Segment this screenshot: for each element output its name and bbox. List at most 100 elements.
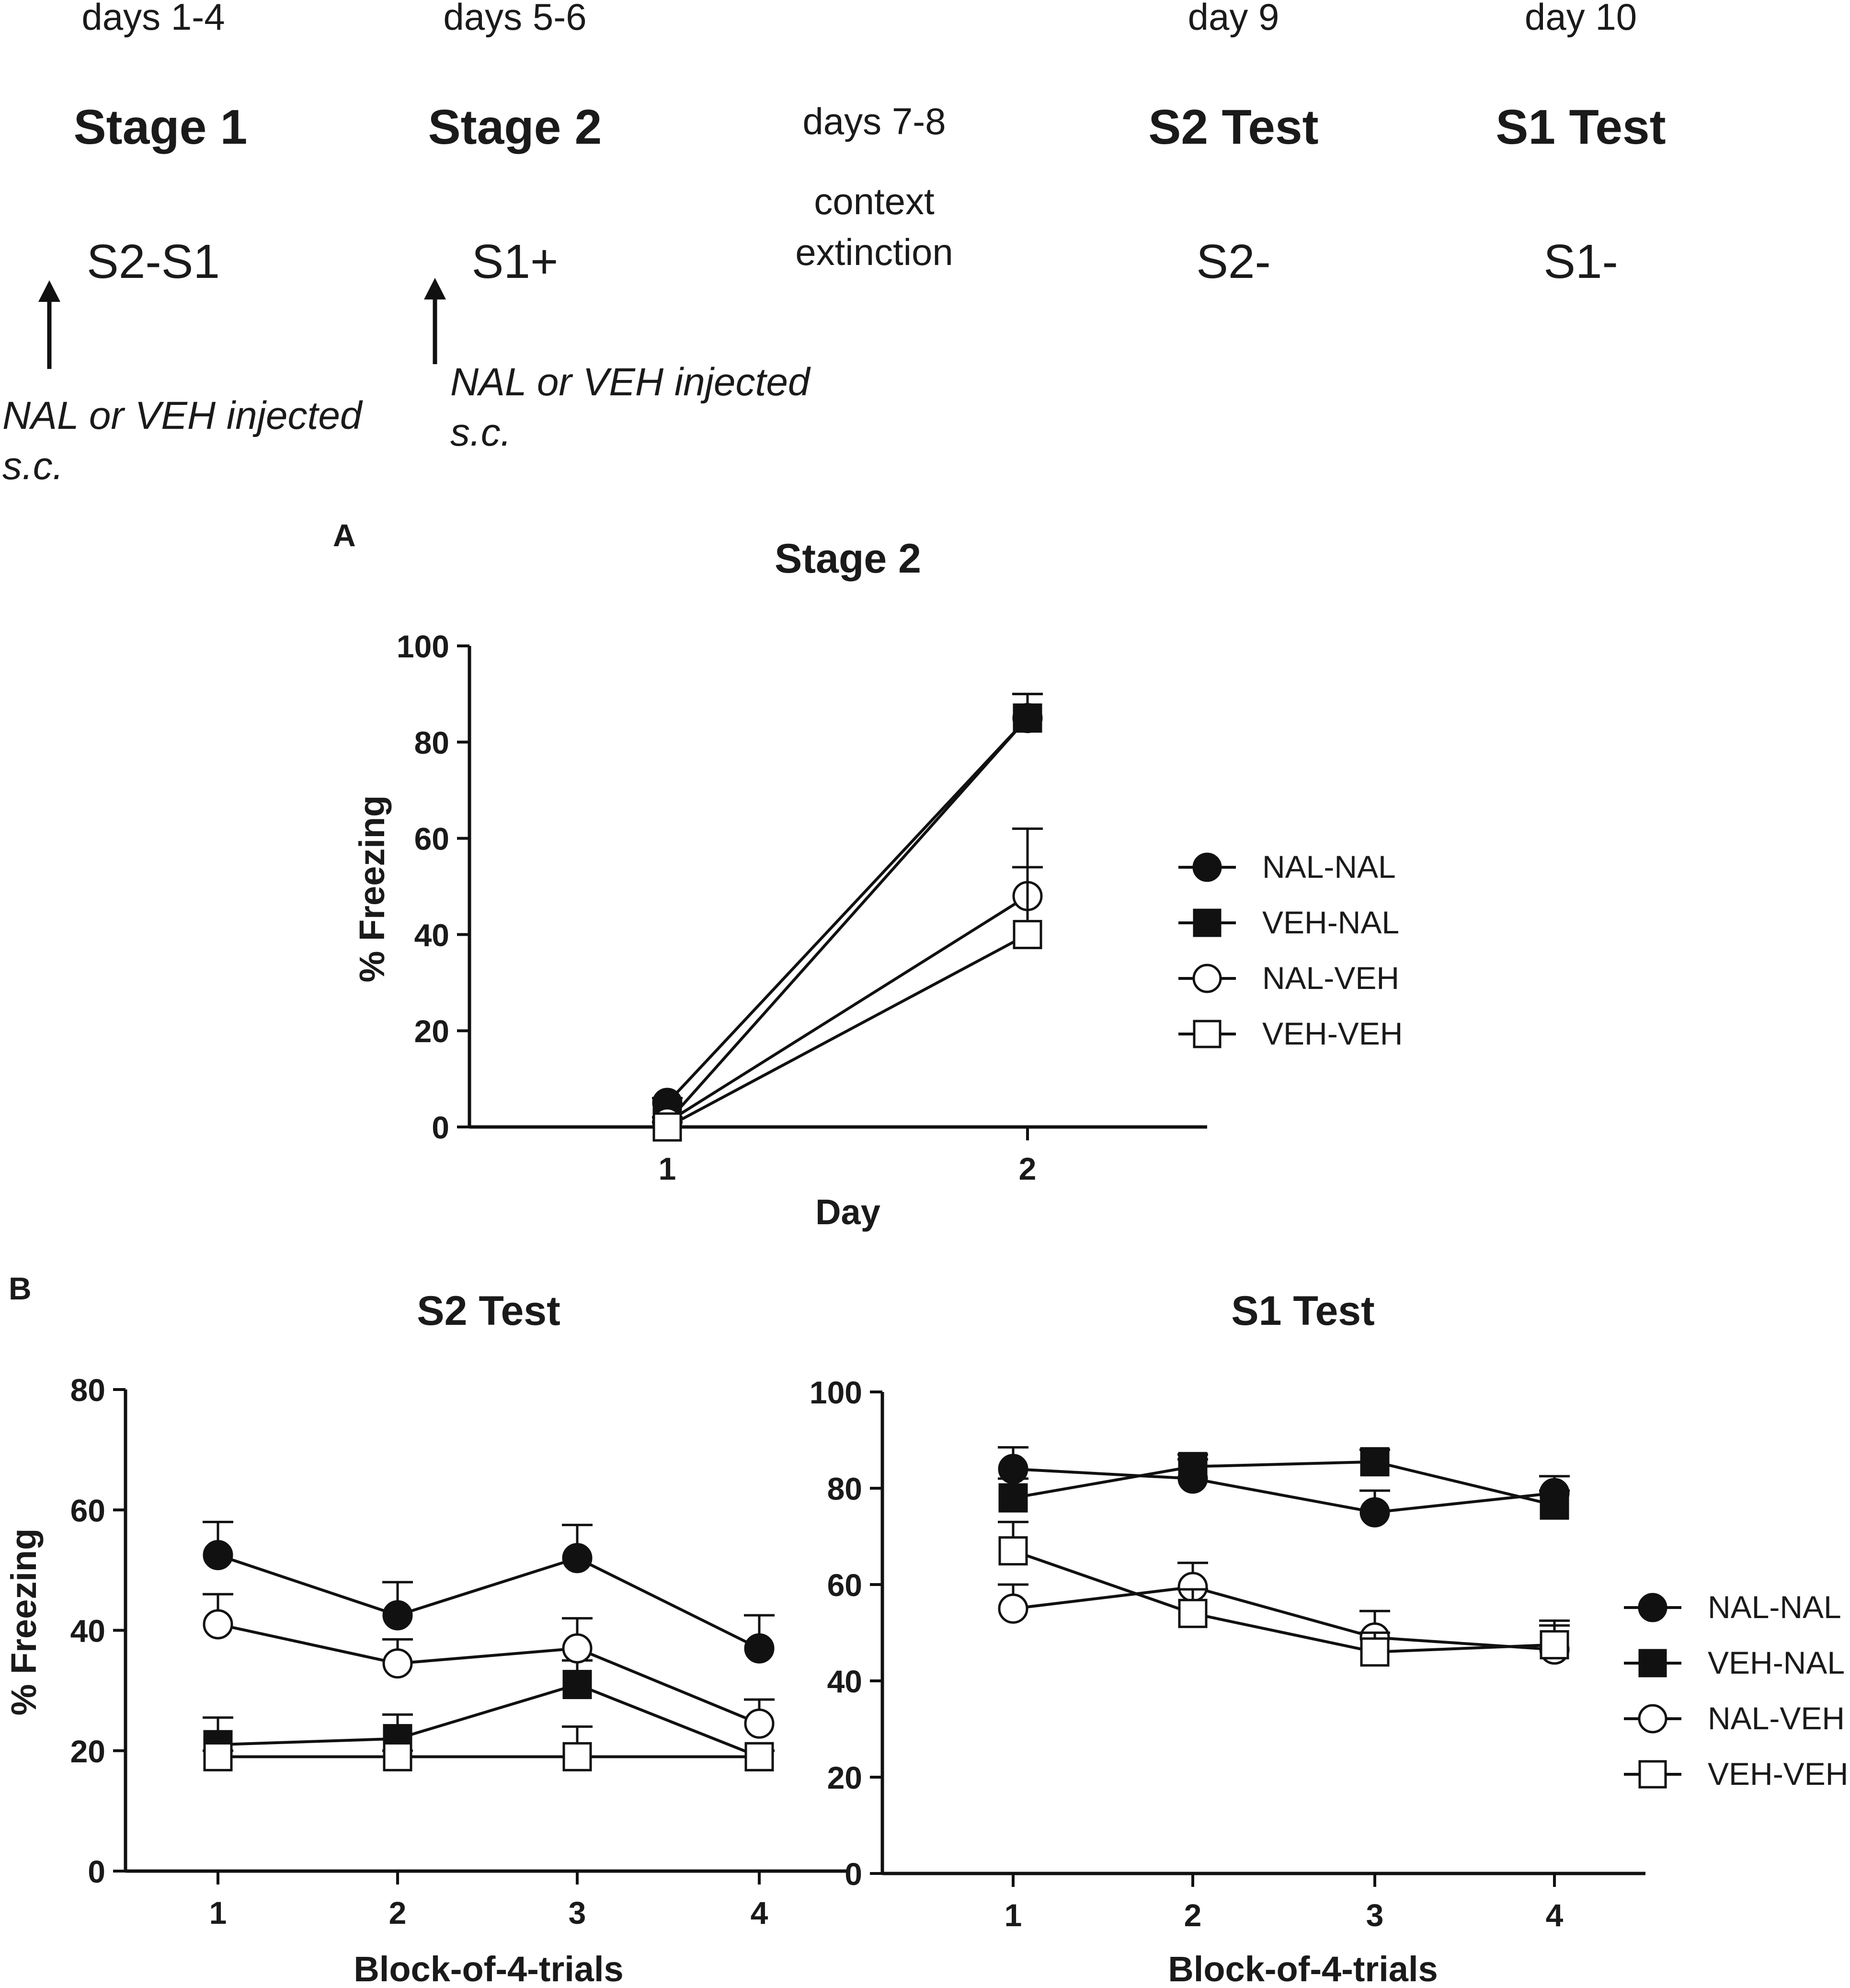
data-point [562, 1543, 593, 1574]
stage2-stimulus: S1+ [472, 235, 559, 288]
data-point [1178, 1598, 1208, 1628]
legend-label: NAL-VEH [1262, 960, 1399, 996]
data-point [744, 1633, 775, 1664]
x-tick-label: 3 [1366, 1897, 1384, 1933]
series-veh-nal [998, 1447, 1570, 1520]
series-line [1013, 1460, 1555, 1507]
data-point [652, 1112, 682, 1142]
y-tick-label: 100 [810, 1375, 862, 1410]
plot-area: 0 20 40 60 80 100 1 2 3 4 [810, 1375, 1645, 1933]
x-tick-label: 2 [1184, 1897, 1202, 1933]
legend-label: NAL-NAL [1708, 1589, 1841, 1625]
plot-area: 0 20 40 60 80 100 1 2 [397, 629, 1207, 1186]
stage2-days: days 5-6 [443, 0, 586, 38]
y-tick-label: 20 [70, 1734, 105, 1769]
data-point [203, 1609, 233, 1640]
open-square-marker-icon [1193, 1020, 1222, 1048]
up-arrow-icon [38, 280, 60, 369]
data-point [998, 1483, 1028, 1513]
injection-note-1-line1: NAL or VEH injected [2, 394, 363, 437]
x-tick-label: 3 [569, 1895, 586, 1931]
x-tick-label: 1 [659, 1151, 676, 1186]
y-tick-label: 60 [414, 821, 449, 857]
legend-item-veh-veh: VEH-VEH [1624, 1756, 1848, 1792]
legend-label: NAL-VEH [1708, 1701, 1845, 1736]
y-axis-label: % Freezing [352, 795, 392, 983]
data-point [562, 1670, 592, 1700]
legend-label: VEH-NAL [1262, 905, 1399, 940]
filled-square-marker-icon [1638, 1649, 1667, 1678]
context-days: days 7-8 [802, 100, 946, 142]
data-point [203, 1742, 233, 1771]
x-axis-label: Block-of-4-trials [1168, 1949, 1438, 1988]
x-tick-label: 2 [1019, 1151, 1037, 1186]
data-point [382, 1648, 413, 1679]
legend: NAL-NAL VEH-NAL NAL-VEH VEH-VEH [1178, 849, 1403, 1051]
data-point [998, 1536, 1028, 1566]
data-point [1178, 1452, 1208, 1482]
stage1-title: Stage 1 [74, 100, 248, 154]
data-point [1360, 1637, 1390, 1667]
open-square-marker-icon [1638, 1760, 1667, 1789]
panel-label-b: B [9, 1271, 32, 1306]
stage2-title: Stage 2 [428, 100, 602, 154]
series-line [1013, 1467, 1555, 1514]
legend-item-veh-veh: VEH-VEH [1178, 1016, 1403, 1051]
x-tick-label: 4 [751, 1895, 768, 1931]
legend-item-nal-veh: NAL-VEH [1178, 960, 1399, 996]
chart-s2-test: S2 Test % Freezing Block-of-4-trials 0 20… [4, 1288, 848, 1988]
s2-test-stimulus: S2- [1196, 235, 1271, 288]
y-tick-label: 40 [414, 917, 449, 953]
s1-test-title: S1 Test [1496, 100, 1666, 154]
chart-s1-test: S1 Test Block-of-4-trials 0 20 40 60 80 100 1 2… [810, 1288, 1849, 1988]
y-tick-label: 0 [845, 1856, 862, 1892]
injection-note-2-line2: s.c. [450, 411, 512, 454]
chart-title: S1 Test [1231, 1288, 1375, 1334]
series-nal-nal [652, 692, 1043, 1118]
data-point [382, 1600, 413, 1631]
data-point [203, 1540, 233, 1570]
data-point [998, 1593, 1028, 1624]
y-tick-label: 60 [70, 1493, 105, 1528]
series-veh-veh [203, 1725, 775, 1771]
data-point [744, 1742, 774, 1771]
stage1-days: days 1-4 [81, 0, 225, 38]
stage1-stimulus: S2-S1 [87, 235, 220, 288]
series-nal-nal [203, 1520, 775, 1664]
legend-item-nal-nal: NAL-NAL [1624, 1589, 1841, 1625]
filled-square-marker-icon [1193, 908, 1222, 937]
filled-circle-marker-icon [1192, 852, 1222, 882]
open-circle-marker-icon [1638, 1704, 1667, 1734]
legend-item-veh-nal: VEH-NAL [1624, 1645, 1845, 1680]
y-tick-label: 80 [827, 1471, 862, 1506]
series-line [666, 933, 1028, 1128]
x-tick-label: 4 [1546, 1897, 1564, 1933]
series-veh-nal [652, 692, 1043, 1137]
series-line [666, 717, 1029, 1123]
chart-title: Stage 2 [775, 536, 921, 582]
data-point [1540, 1490, 1569, 1520]
data-point [562, 1742, 592, 1771]
series-line [217, 1553, 760, 1650]
x-tick-label: 1 [1005, 1897, 1022, 1933]
data-point [1360, 1447, 1390, 1477]
s1-test-days: day 10 [1525, 0, 1637, 38]
y-tick-label: 20 [414, 1013, 449, 1049]
panel-label-a: A [333, 517, 356, 553]
data-point [562, 1633, 593, 1664]
legend: NAL-NAL VEH-NAL NAL-VEH VEH-VEH [1624, 1589, 1848, 1792]
series-nal-veh [203, 1593, 775, 1739]
x-axis-label: Day [815, 1192, 880, 1232]
context-label-line2: extinction [795, 231, 953, 273]
y-tick-label: 40 [70, 1613, 105, 1649]
y-tick-label: 0 [432, 1110, 449, 1145]
s1-test-stimulus: S1- [1543, 235, 1618, 288]
series-nal-veh [652, 827, 1043, 1138]
data-point [383, 1742, 412, 1771]
data-point [1013, 919, 1042, 949]
timeline: days 1-4 days 5-6 days 7-8 day 9 day 10 … [2, 0, 1666, 488]
injection-note-2-line1: NAL or VEH injected [450, 360, 811, 404]
data-point [744, 1708, 775, 1739]
s2-test-title: S2 Test [1148, 100, 1318, 154]
